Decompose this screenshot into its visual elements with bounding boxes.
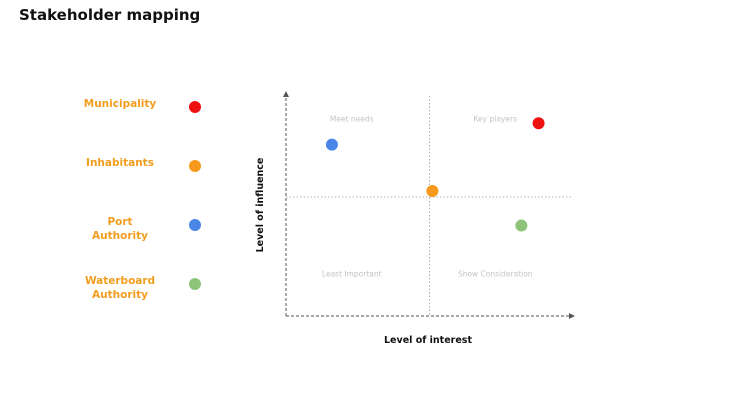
legend-dot-waterboard-authority (189, 278, 201, 290)
legend-label-port-authority: Port Authority (65, 215, 175, 243)
legend-dot-port-authority (189, 219, 201, 231)
legend-text: Authority (92, 230, 148, 242)
legend-dot-inhabitants (189, 160, 201, 172)
legend-label-inhabitants: Inhabitants (65, 156, 175, 170)
y-axis-label: Level of influence (255, 158, 266, 253)
legend-text: Municipality (83, 98, 157, 110)
legend-label-municipality: Municipality (65, 97, 175, 111)
legend-text: Authority (92, 289, 148, 301)
legend-text: Waterboard (84, 275, 156, 287)
page-title: Stakeholder mapping (19, 6, 201, 24)
legend-text: Inhabitants (86, 157, 154, 169)
quadrant-label-show-consideration: Show Consideration (458, 270, 533, 279)
legend-dot-municipality (189, 101, 201, 113)
legend-label-waterboard-authority: Waterboard Authority (65, 274, 175, 302)
quadrant-label-key-players: Key players (474, 115, 518, 124)
quadrant-label-meet-needs: Meet needs (330, 115, 374, 124)
point-port-authority (325, 138, 338, 151)
x-axis-label: Level of interest (384, 335, 472, 346)
point-inhabitants (426, 185, 439, 198)
point-waterboard-authority (515, 219, 528, 232)
quadrant-label-least-important: Least Important (322, 270, 382, 279)
legend-text: Port (107, 216, 133, 228)
point-municipality (532, 117, 545, 130)
